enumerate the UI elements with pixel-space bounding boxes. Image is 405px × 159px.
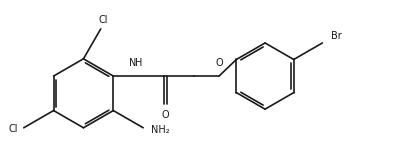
Text: Br: Br [330,31,341,41]
Text: N: N [129,58,136,68]
Text: O: O [215,58,222,68]
Text: Cl: Cl [98,15,107,25]
Text: NH₂: NH₂ [151,125,170,135]
Text: H: H [134,58,142,68]
Text: Cl: Cl [9,124,18,134]
Text: O: O [161,110,168,120]
